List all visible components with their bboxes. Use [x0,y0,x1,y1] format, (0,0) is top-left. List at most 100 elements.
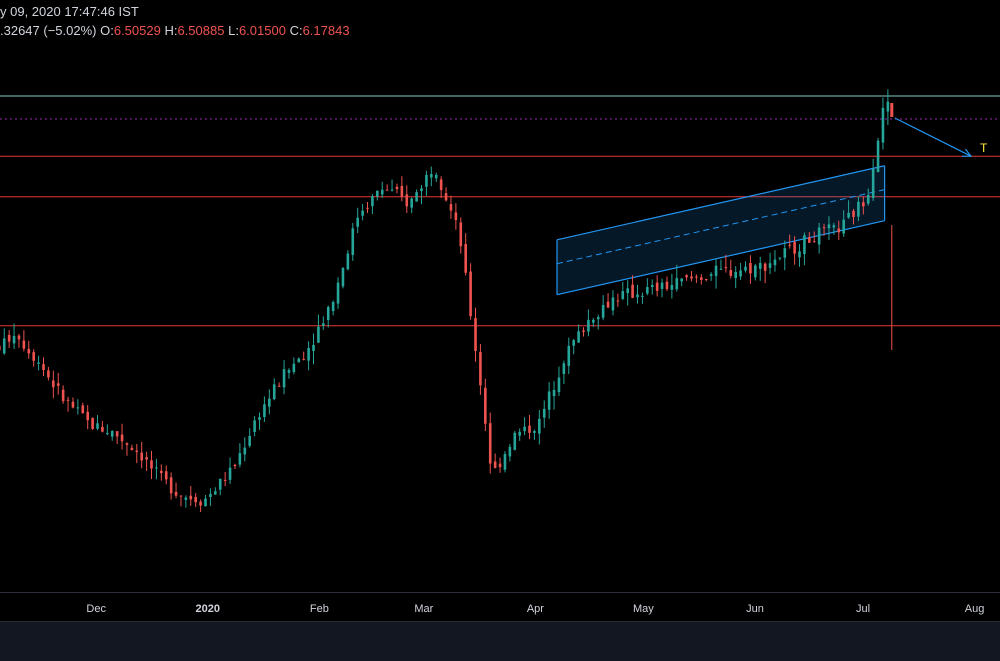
candle-body-123 [587,319,590,332]
time-axis[interactable]: Dec 2020 Feb Mar Apr May Jun Jul Aug [0,592,1000,622]
candle-body-25 [106,433,109,435]
candle-body-131 [626,288,629,294]
candle-body-74 [346,253,350,270]
candle-body-147 [704,279,708,281]
candle-body-165 [793,241,796,254]
candle-body-121 [577,331,580,343]
candle-body-5 [7,334,11,342]
candle-body-162 [778,257,782,259]
candle-body-82 [385,189,389,191]
candle-body-14 [52,380,55,388]
candle-body-16 [61,389,65,402]
candle-body-169 [812,241,816,243]
x-tick-aug: Aug [965,603,985,615]
candle-body-87 [410,198,413,208]
candle-body-170 [817,227,821,245]
candle-body-29 [125,443,129,445]
x-tick-dec: Dec [86,603,106,615]
candle-body-135 [646,287,649,294]
candle-body-57 [263,404,266,417]
candle-body-66 [307,348,310,361]
candle-body-139 [665,281,669,290]
candle-body-184 [886,101,890,112]
candle-body-26 [110,431,114,437]
channel-fill [557,165,885,295]
candle-body-11 [37,362,40,364]
candle-body-100 [474,318,477,351]
candle-body-167 [803,235,806,254]
candle-body-47 [214,491,217,495]
projection-arrow-head [961,148,973,157]
candle-body-168 [808,237,811,243]
candle-body-110 [523,426,526,432]
candle-body-22 [91,417,94,429]
projection-arrow-line [894,117,972,157]
candle-body-108 [513,432,517,450]
candle-body-15 [56,383,60,386]
candle-body-77 [361,210,364,216]
candle-body-152 [729,270,733,276]
candle-body-143 [685,275,688,278]
candle-body-84 [395,186,399,190]
candle-body-27 [115,431,119,437]
candle-body-44 [199,501,202,506]
candle-body-107 [508,446,512,457]
candle-body-164 [788,244,791,246]
candle-body-39 [174,491,178,496]
candle-body-81 [380,189,384,195]
datetime-text: y 09, 2020 17:47:46 IST [0,4,139,19]
candle-body-36 [160,470,163,474]
candle-body-12 [42,364,45,370]
candle-body-114 [542,408,546,418]
target-label: T [980,141,988,155]
candle-body-154 [739,270,742,277]
candle-body-52 [238,453,242,465]
candle-body-151 [724,267,728,269]
price-chart-svg[interactable]: T [0,0,1000,592]
candle-body-104 [493,461,497,468]
channel-upper-line [556,165,885,241]
candle-body-28 [120,434,124,442]
candle-body-21 [86,411,89,421]
candle-body-178 [857,201,860,217]
candle-body-98 [464,244,467,273]
candle-body-97 [459,222,463,247]
candle-body-83 [390,189,394,191]
candle-body-122 [582,330,585,332]
candle-body-134 [641,295,644,297]
candle-body-58 [268,398,271,407]
candle-body-65 [302,358,305,360]
candle-body-133 [636,294,639,298]
candle-body-72 [336,282,340,304]
candle-body-119 [567,345,571,366]
candle-body-79 [371,196,374,207]
candle-body-142 [680,278,683,282]
candle-body-176 [847,212,850,218]
candle-body-127 [606,301,610,308]
candle-body-78 [366,207,369,209]
candle-body-3 [0,345,1,351]
candle-body-9 [27,348,31,354]
candle-body-43 [194,496,197,503]
candle-body-32 [140,452,143,461]
candle-body-148 [709,274,713,276]
x-tick-mar: Mar [414,603,433,615]
candle-body-112 [533,431,536,433]
candle-body-115 [547,391,551,410]
symbol-datetime: y 09, 2020 17:47:46 IST [0,4,139,19]
ohlc-legend: .32647 (−5.02%) O:6.50529 H:6.50885 L:6.… [0,23,350,38]
candle-body-24 [101,426,104,432]
high-value: 6.50885 [177,23,225,38]
candle-body-137 [655,282,659,291]
candle-body-6 [12,335,16,344]
candle-body-88 [415,192,418,202]
candle-body-33 [145,457,148,460]
candle-body-61 [282,369,286,388]
candle-body-90 [425,174,428,187]
candle-body-4 [2,338,6,354]
candle-body-89 [420,188,423,191]
candle-body-67 [312,344,315,351]
open-value: 6.50529 [113,23,161,38]
candle-body-41 [184,497,188,500]
